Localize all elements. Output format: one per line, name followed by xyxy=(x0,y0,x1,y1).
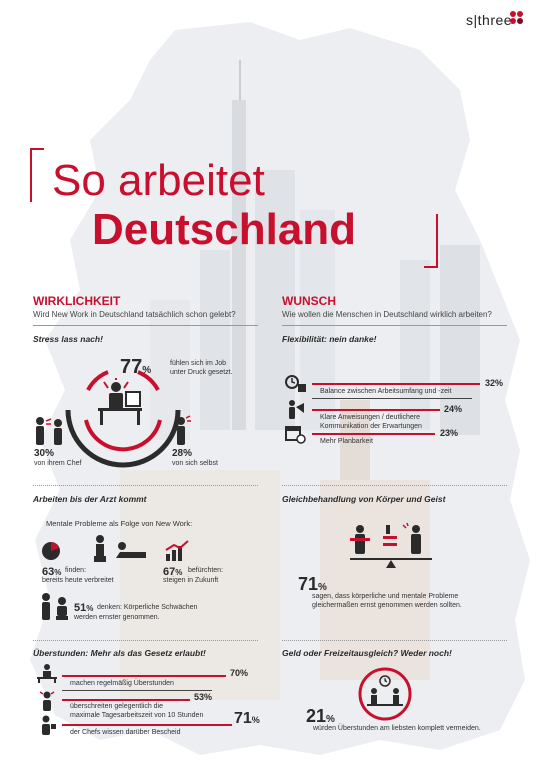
stress-main-text-1: fühlen sich im Job xyxy=(170,360,227,367)
flex-text-3: Mehr Planbarkeit xyxy=(320,438,373,445)
arzt-c-text-2: werden ernster genommen. xyxy=(74,614,160,621)
flex-text-2b: Kommunikation der Erwartungen xyxy=(320,423,422,430)
arzt-a-pct: 63% xyxy=(42,566,62,578)
ueber-text-3: der Chefs wissen darüber Bescheid xyxy=(70,729,181,736)
stress-right-pct: 28% xyxy=(172,448,193,459)
divider xyxy=(33,485,258,486)
divider xyxy=(33,640,258,641)
rising-chart-icon xyxy=(165,540,189,561)
ueber-bar-1 xyxy=(62,675,226,677)
ueber-rule-1 xyxy=(62,690,212,691)
arzt-a-text-2: bereits heute verbreitet xyxy=(42,577,114,584)
ueber-pct-2: 53% xyxy=(194,692,213,702)
flex-bar-3 xyxy=(312,433,435,435)
arzt-c-text-1: denken: Körperliche Schwächen xyxy=(97,604,198,611)
stress-main-text-2: unter Druck gesetzt. xyxy=(170,369,233,376)
wunsch-subheading: Wie wollen die Menschen in Deutschland w… xyxy=(282,310,492,319)
gleich-text-2: gleichermaßen ernst genommen werden soll… xyxy=(312,602,462,609)
arzt-b-pct: 67% xyxy=(163,566,183,578)
gleich-title: Gleichbehandlung von Körper und Geist xyxy=(282,494,446,504)
balance-scale-icon xyxy=(350,522,432,568)
flex-text-1: Balance zwischen Arbeitsumfang und -zeit xyxy=(320,388,452,395)
ueber-text-2a: überschreiten gelegentlich die xyxy=(70,703,164,710)
boss-yelling-icon xyxy=(36,417,62,445)
geld-pct: 21% xyxy=(306,706,335,726)
clock-workers-icon xyxy=(358,667,412,721)
ueber-pct-1: 70% xyxy=(230,668,249,678)
stressed-worker-icon xyxy=(39,691,55,711)
geld-title: Geld oder Freizeitausgleich? Weder noch! xyxy=(282,648,452,658)
ueber-text-2b: maximale Tagesarbeitszeit von 10 Stunden xyxy=(70,712,204,719)
title-bracket-right xyxy=(424,214,438,268)
calendar-icon xyxy=(285,426,306,444)
boss-thumbs-icon xyxy=(42,715,56,735)
stress-left-text: von ihrem Chef xyxy=(34,460,82,467)
nurse-patient-icon xyxy=(42,593,68,620)
title-line-1: So arbeitet xyxy=(52,156,265,205)
stress-main-pct: 77% xyxy=(120,356,152,378)
flex-pct-1: 32% xyxy=(485,378,504,388)
arzt-title: Arbeiten bis der Arzt kommt xyxy=(33,494,147,504)
flex-text-2a: Klare Anweisungen / deutlichere xyxy=(320,414,421,421)
divider xyxy=(282,640,507,641)
divider xyxy=(282,325,507,326)
logo-text: s|three xyxy=(466,12,513,28)
flex-bar-2 xyxy=(312,409,440,411)
arzt-intro: Mentale Probleme als Folge von New Work: xyxy=(46,519,193,528)
flex-pct-3: 23% xyxy=(440,428,459,438)
flex-rule-1 xyxy=(312,398,472,399)
arzt-b-text-1: befürchten: xyxy=(188,567,224,574)
gleich-text-1: sagen, dass körperliche und mentale Prob… xyxy=(312,593,459,600)
wirklichkeit-heading: WIRKLICHKEIT xyxy=(33,294,121,308)
title-bracket-left xyxy=(30,148,44,202)
clock-person-icon xyxy=(285,375,306,392)
ueberstunden-title: Überstunden: Mehr als das Gesetz erlaubt… xyxy=(33,648,206,658)
megaphone-icon xyxy=(289,400,304,419)
title-line-2: Deutschland xyxy=(92,205,357,254)
arzt-c-pct: 51% xyxy=(74,602,94,614)
stress-gauge-icon xyxy=(65,370,181,468)
stress-right-text: von sich selbst xyxy=(172,460,218,467)
arzt-a-text-1: finden: xyxy=(65,567,87,574)
pie-chart-icon xyxy=(42,542,60,560)
flex-bar-1 xyxy=(312,383,480,385)
arzt-b-text-2: steigen in Zukunft xyxy=(163,577,219,584)
desk-worker-icon xyxy=(37,664,57,683)
wirklichkeit-subheading: Wird New Work in Deutschland tatsächlich… xyxy=(33,310,236,319)
divider xyxy=(282,485,507,486)
ueber-pct-3: 71% xyxy=(234,710,260,727)
stress-left-pct: 30% xyxy=(34,448,55,459)
wunsch-heading: WUNSCH xyxy=(282,294,336,308)
therapy-icon xyxy=(94,535,146,562)
person-desk-icon xyxy=(98,378,142,425)
flex-pct-2: 24% xyxy=(444,404,463,414)
divider xyxy=(33,325,258,326)
logo-dots-icon xyxy=(510,11,523,24)
ueber-bar-2 xyxy=(62,699,190,701)
flex-title: Flexibilität: nein danke! xyxy=(282,334,377,344)
stress-title: Stress lass nach! xyxy=(33,334,103,344)
geld-text: würden Überstunden am liebsten komplett … xyxy=(313,725,481,732)
ueber-text-1: machen regelmäßig Überstunden xyxy=(70,680,174,687)
self-stress-icon xyxy=(177,415,191,445)
ueber-bar-3 xyxy=(62,724,232,726)
gleich-pct: 71% xyxy=(298,574,327,594)
